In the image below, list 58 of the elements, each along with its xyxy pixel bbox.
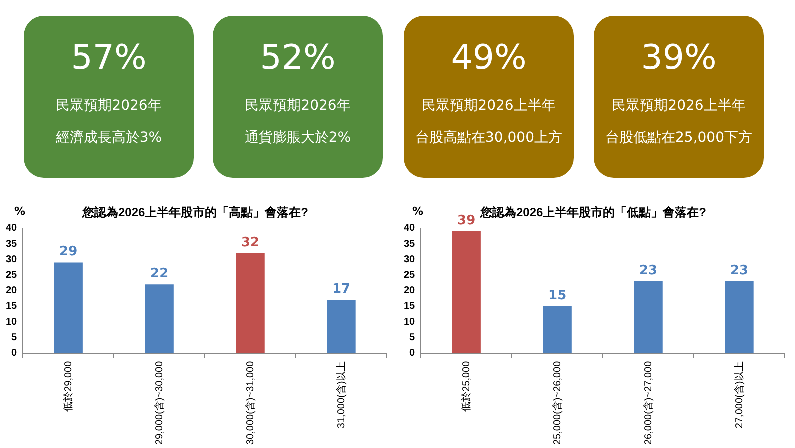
bar [543, 306, 572, 354]
y-tick-label: 15 [6, 301, 18, 312]
text: 49% [450, 37, 528, 80]
y-tick-label: 35 [404, 238, 416, 250]
bar [54, 262, 83, 354]
bar [145, 284, 174, 354]
text: 台股高點在30,000上方 [414, 129, 564, 148]
data-label: 23 [640, 263, 658, 278]
data-label: 17 [332, 282, 351, 298]
bar [452, 232, 481, 354]
y-tick-label: 15 [404, 301, 416, 312]
y-tick-label: 40 [6, 223, 18, 234]
y-tick-label: 30 [6, 254, 18, 266]
text: 經濟成長高於3% [54, 129, 164, 148]
x-tick-label: 25,000(含)~26,000 [551, 360, 564, 445]
y-tick-label: 0 [410, 348, 416, 360]
data-label: 22 [150, 266, 169, 282]
text: 民眾預期2026上半年 [421, 97, 557, 116]
x-tick-label: 29,000(含)~30,000 [153, 360, 166, 445]
x-tick-label: 30,000(含)~31,000 [244, 360, 256, 445]
y-tick-label: 30 [404, 254, 416, 266]
y-tick-label: 20 [404, 286, 416, 297]
y-tick-label: 0 [12, 348, 18, 360]
y-tick-label: 5 [12, 332, 18, 344]
data-label: 29 [60, 244, 78, 260]
x-tick-label: 27,000(含)以上 [733, 361, 746, 429]
text: 民眾預期2026年 [55, 97, 163, 116]
y-tick-label: 25 [404, 270, 416, 281]
text: 39% [640, 37, 718, 80]
x-tick-label: 26,000(含)~27,000 [642, 360, 654, 445]
text: 民眾預期2026上半年 [611, 97, 747, 116]
bar [634, 281, 663, 354]
chart-title: 您認為2026上半年股市的「高點」會落在? [81, 206, 309, 220]
data-label: 32 [242, 235, 260, 250]
y-axis-title: % [412, 204, 424, 218]
x-tick-label: 31,000(含)以上 [335, 361, 348, 429]
y-tick-label: 40 [404, 223, 416, 234]
data-label: 15 [548, 288, 567, 304]
data-label: 39 [458, 213, 476, 228]
bar [236, 253, 265, 354]
x-tick-label: 低於25,000 [460, 360, 472, 412]
x-tick-label: 低於29,000 [62, 360, 74, 412]
y-tick-label: 25 [6, 270, 18, 281]
y-axis-title: % [14, 204, 26, 218]
data-label: 23 [730, 263, 749, 278]
text: 52% [259, 37, 337, 80]
bar [327, 300, 356, 354]
text: 57% [70, 37, 148, 80]
text: 台股低點在25,000下方 [604, 129, 754, 148]
y-tick-label: 35 [6, 238, 18, 250]
y-tick-label: 10 [6, 316, 18, 328]
text: 民眾預期2026年 [244, 97, 352, 116]
text: 通貨膨脹大於2% [244, 129, 352, 148]
bar [725, 281, 754, 354]
y-tick-label: 10 [404, 316, 416, 328]
y-tick-label: 20 [6, 286, 18, 297]
chart-title: 您認為2026上半年股市的「低點」會落在? [479, 206, 707, 220]
y-tick-label: 5 [410, 332, 416, 344]
